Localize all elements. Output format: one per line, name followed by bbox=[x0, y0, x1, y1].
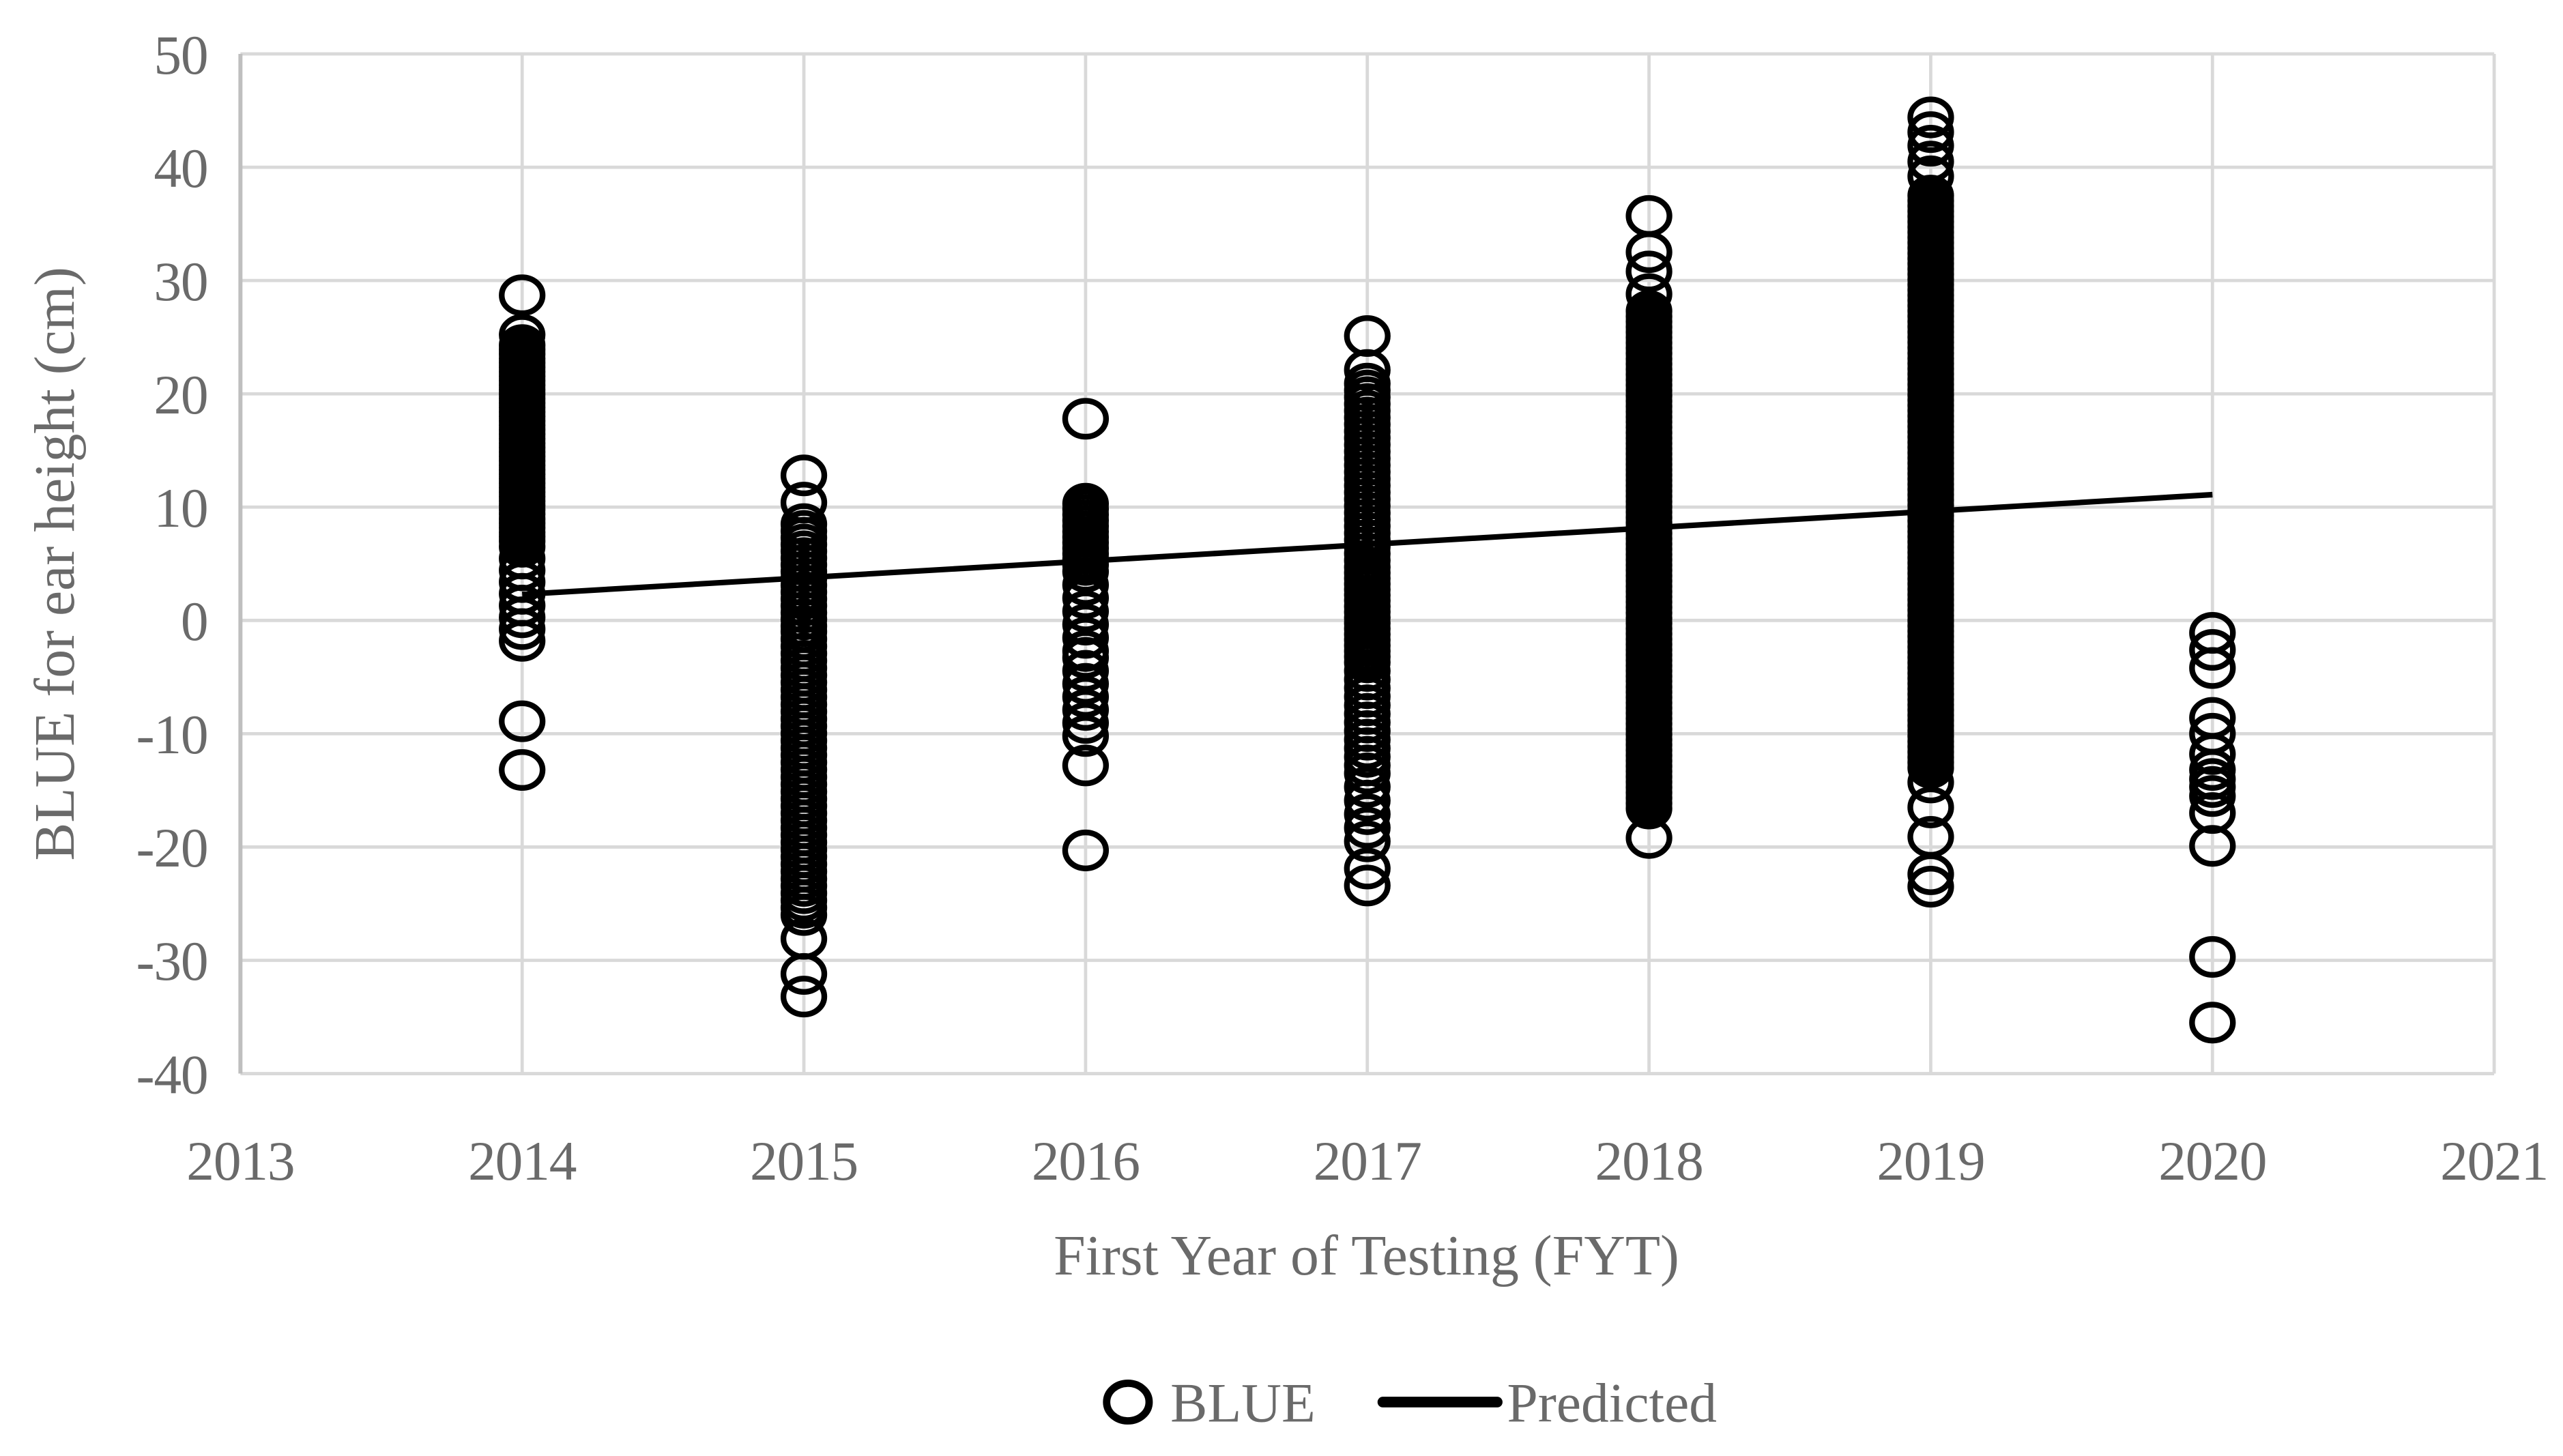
legend-blue-label: BLUE bbox=[1170, 1372, 1316, 1434]
y-tick-label: 20 bbox=[154, 364, 207, 426]
legend-predicted-label: Predicted bbox=[1507, 1372, 1717, 1434]
blue-marker bbox=[499, 620, 546, 662]
blue-marker bbox=[2189, 733, 2236, 775]
y-tick-label: -40 bbox=[136, 1043, 207, 1105]
y-axis-tick-labels: 50 40 30 20 10 0 -10 -20 -30 -40 bbox=[136, 24, 208, 1106]
blue-marker bbox=[1625, 250, 1673, 293]
x-tick-label: 2021 bbox=[2440, 1130, 2548, 1192]
blue-marker bbox=[1062, 688, 1110, 731]
blue-marker bbox=[1062, 577, 1110, 620]
blue-marker bbox=[1062, 702, 1110, 744]
blue-marker bbox=[1907, 866, 1954, 908]
blue-marker bbox=[499, 700, 546, 742]
blue-marker bbox=[499, 748, 546, 791]
x-tick-label: 2015 bbox=[750, 1130, 858, 1192]
blue-marker bbox=[1344, 779, 1391, 821]
blue-marker bbox=[780, 894, 828, 936]
blue-marker bbox=[1062, 590, 1110, 632]
x-axis-title: First Year of Testing (FYT) bbox=[1054, 1224, 1679, 1287]
blue-marker bbox=[1062, 663, 1110, 705]
blue-marker bbox=[1344, 793, 1391, 835]
blue-marker bbox=[1907, 96, 1954, 139]
blue-marker bbox=[1907, 125, 1954, 167]
blue-marker bbox=[2189, 825, 2236, 867]
y-axis-title: BLUE for ear height (cm) bbox=[23, 267, 87, 860]
x-tick-label: 2016 bbox=[1032, 1130, 1140, 1192]
blue-marker bbox=[780, 952, 828, 995]
blue-marker bbox=[2189, 792, 2236, 834]
x-tick-label: 2014 bbox=[468, 1130, 577, 1192]
blue-marker bbox=[1907, 786, 1954, 828]
blue-marker bbox=[1625, 787, 1673, 830]
blue-marker bbox=[1062, 715, 1110, 757]
blue-marker bbox=[1344, 766, 1391, 808]
blue-marker bbox=[1062, 829, 1110, 871]
x-tick-label: 2020 bbox=[2158, 1130, 2266, 1192]
y-tick-label: -20 bbox=[136, 817, 207, 879]
legend-blue-marker-icon bbox=[1103, 1380, 1153, 1425]
blue-marker bbox=[1062, 551, 1110, 593]
y-tick-label: 50 bbox=[154, 24, 207, 86]
blue-marker bbox=[780, 454, 828, 497]
blue-marker bbox=[2189, 1002, 2236, 1044]
blue-marker bbox=[780, 976, 828, 1018]
blue-marker bbox=[1062, 398, 1110, 440]
blue-marker bbox=[1062, 744, 1110, 787]
blue-marker bbox=[499, 274, 546, 317]
blue-marker bbox=[499, 608, 546, 650]
y-tick-label: 30 bbox=[154, 250, 207, 312]
predicted-trend-line bbox=[521, 491, 2213, 598]
blue-marker bbox=[2189, 647, 2236, 689]
legend: BLUE Predicted bbox=[1103, 1372, 1717, 1434]
blue-marker bbox=[1062, 564, 1110, 606]
blue-marker bbox=[2189, 935, 2236, 978]
blue-marker bbox=[1062, 650, 1110, 692]
x-tick-label: 2019 bbox=[1877, 1130, 1984, 1192]
x-tick-label: 2017 bbox=[1314, 1130, 1421, 1192]
blue-marker bbox=[1625, 231, 1673, 274]
blue-marker bbox=[1062, 637, 1110, 679]
blue-marker bbox=[1062, 617, 1110, 659]
blue-marker bbox=[2189, 775, 2236, 817]
blue-marker bbox=[1062, 675, 1110, 718]
blue-marker bbox=[1344, 820, 1391, 862]
x-tick-label: 2013 bbox=[186, 1130, 294, 1192]
blue-marker bbox=[2189, 628, 2236, 671]
y-tick-label: -30 bbox=[136, 930, 207, 992]
y-tick-label: 0 bbox=[181, 590, 208, 652]
blue-marker bbox=[1907, 746, 1954, 789]
blue-marker bbox=[499, 596, 546, 639]
blue-marker bbox=[1344, 864, 1391, 907]
blue-marker bbox=[1344, 752, 1391, 795]
blue-marker bbox=[1344, 806, 1391, 849]
blue-marker bbox=[1344, 847, 1391, 890]
y-tick-label: 10 bbox=[154, 477, 207, 539]
blue-marker bbox=[1907, 111, 1954, 154]
y-tick-label: -10 bbox=[136, 703, 207, 766]
x-axis-tick-labels: 2013 2014 2015 2016 2017 2018 2019 2020 2021 bbox=[186, 1130, 2549, 1192]
x-tick-label: 2018 bbox=[1595, 1130, 1703, 1192]
blue-marker bbox=[1907, 853, 1954, 895]
y-tick-label: 40 bbox=[154, 137, 207, 199]
